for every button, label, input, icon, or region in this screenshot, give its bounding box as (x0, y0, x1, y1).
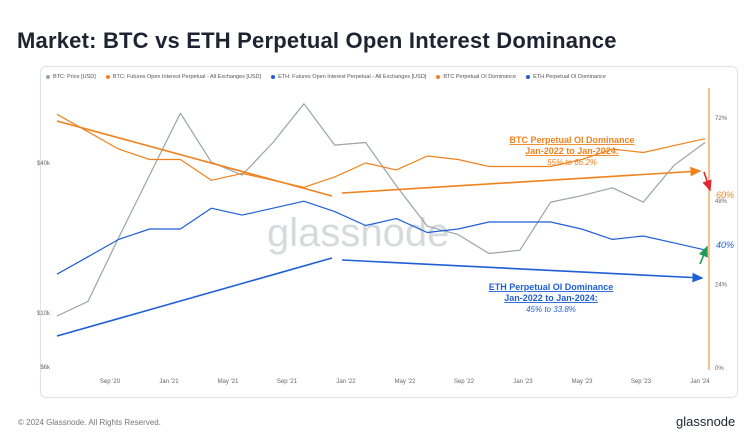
x-tick-label: Jan '24 (690, 379, 710, 385)
btc-annotation-change: 55% to 66.2% (547, 158, 597, 167)
eth-end-arrow (698, 245, 708, 265)
btc-end-label: 60% (716, 190, 734, 200)
brand-logo: glassnode (676, 414, 736, 429)
page-title: Market: BTC vs ETH Perpetual Open Intere… (17, 28, 617, 53)
legend-label: ETH Perpetual OI Dominance (533, 74, 606, 80)
x-tick-label: Jan '22 (336, 379, 356, 385)
btc-end-arrow (702, 171, 712, 192)
legend-dot (436, 75, 441, 79)
legend-dot (105, 75, 110, 79)
legend-item[interactable]: BTC: Futures Open Interest Perpetual - A… (105, 74, 262, 80)
x-tick-label: May '21 (218, 379, 239, 385)
series-lines (56, 103, 706, 317)
legend-label: BTC: Price [USD] (53, 74, 96, 80)
x-tick-label: Jan '23 (513, 379, 533, 385)
legend-item[interactable]: ETH Perpetual OI Dominance (526, 74, 606, 80)
x-tick-label: Sep '22 (454, 379, 475, 385)
legend-label: BTC: Futures Open Interest Perpetual - A… (112, 74, 262, 80)
copyright-text: © 2024 Glassnode. All Rights Reserved. (18, 418, 161, 427)
legend-dot (271, 75, 276, 79)
legend-item[interactable]: ETH: Futures Open Interest Perpetual - A… (271, 74, 426, 80)
y-right-tick-label: 72% (715, 116, 728, 122)
btc-trend-arrow-2 (341, 166, 702, 194)
x-tick-label: Sep '23 (631, 379, 652, 385)
legend-label: BTC Perpetual OI Dominance (443, 74, 517, 80)
eth-oi-dominance-line (56, 200, 706, 275)
btc-annotation-range: Jan-2022 to Jan-2024: (525, 146, 619, 156)
legend-dot (526, 75, 531, 79)
y-right-tick-label: 24% (715, 283, 728, 289)
y-left-tick-label: $10k (37, 311, 51, 317)
eth-annotation-range: Jan-2022 to Jan-2024: (504, 293, 598, 303)
eth-annotation-change: 45% to 33.8% (526, 305, 576, 314)
axis-ticks: Sep '20 Jan '21 May '21 Sep '21 Jan '22 May '… (37, 116, 728, 385)
y-right-tick-label: 0% (715, 366, 724, 372)
x-tick-label: Jan '21 (159, 379, 179, 385)
btc-price-line (56, 103, 706, 317)
legend-dot (46, 75, 50, 79)
y-left-tick-label: $40k (37, 161, 51, 167)
eth-annotation-title: ETH Perpetual OI Dominance (489, 282, 614, 292)
watermark: glassnode (267, 211, 449, 255)
legend-item[interactable]: BTC Perpetual OI Dominance (436, 74, 516, 80)
btc-trend-arrow (56, 120, 333, 197)
x-tick-label: May '22 (395, 379, 416, 385)
legend-label: ETH: Futures Open Interest Perpetual - A… (278, 74, 427, 80)
eth-end-label: 40% (716, 240, 734, 250)
eth-trend-arrow-2 (341, 259, 704, 283)
x-tick-label: Sep '21 (277, 379, 298, 385)
chart-panel (40, 66, 738, 398)
legend-item[interactable]: BTC: Price [USD] (46, 74, 96, 80)
btc-annotation-title: BTC Perpetual OI Dominance (509, 135, 634, 145)
x-tick-label: May '23 (572, 379, 593, 385)
x-tick-label: Sep '20 (100, 379, 121, 385)
chart-legend: BTC: Price [USD] BTC: Futures Open Inter… (46, 74, 606, 80)
eth-trend-arrow (56, 257, 333, 337)
y-left-tick-label: $6k (40, 365, 51, 371)
btc-oi-dominance-line (56, 113, 706, 188)
y-right-tick-label: 48% (715, 199, 728, 205)
